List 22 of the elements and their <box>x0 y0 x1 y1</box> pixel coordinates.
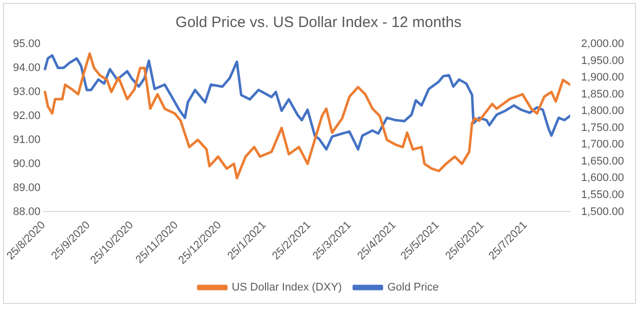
y-tick-label: 95.00 <box>12 38 41 50</box>
y2-tick-label: 2,000.00 <box>581 38 624 50</box>
y2-tick-label: 1,650.00 <box>581 155 624 168</box>
y-tick-label: 93.00 <box>12 86 41 98</box>
y-tick-label: 88.00 <box>12 206 41 218</box>
y2-tick-label: 1,600.00 <box>581 172 624 184</box>
y2-tick-label: 1,850.00 <box>581 88 624 100</box>
y-tick-label: 94.00 <box>12 62 41 74</box>
y2-tick-label: 1,800.00 <box>581 105 624 118</box>
y2-tick-label: 1,950.00 <box>581 54 624 67</box>
y-tick-label: 90.00 <box>12 158 41 170</box>
y-tick-label: 92.00 <box>12 110 41 122</box>
y-tick-label: 91.00 <box>12 134 41 146</box>
legend-label: US Dollar Index (DXY) <box>232 282 342 294</box>
y2-tick-label: 1,500.00 <box>581 206 624 218</box>
y2-tick-label: 1,900.00 <box>581 72 624 84</box>
legend-label: Gold Price <box>387 282 439 294</box>
y2-tick-label: 1,550.00 <box>581 188 624 201</box>
y-tick-label: 89.00 <box>12 182 41 194</box>
y2-tick-label: 1,700.00 <box>581 138 624 151</box>
chart-title: Gold Price vs. US Dollar Index - 12 months <box>176 14 462 32</box>
y2-tick-label: 1,750.00 <box>581 122 624 134</box>
